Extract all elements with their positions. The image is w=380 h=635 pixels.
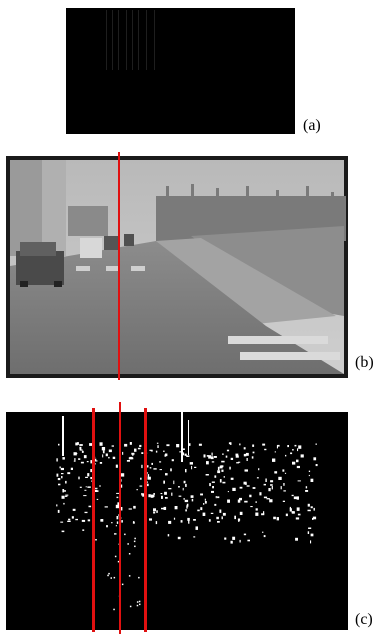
panel-a-graphic [66, 8, 295, 134]
car-left [16, 242, 64, 287]
panel-a-label: (a) [303, 117, 321, 134]
edge-map-graphic [6, 412, 348, 630]
crosswalk-stripe [228, 336, 328, 344]
grass-embankment [191, 226, 344, 316]
panel-a-image [66, 8, 295, 134]
panel-b-label: (b) [355, 354, 374, 371]
panel-c-image [6, 412, 348, 630]
panel-c-label: (c) [355, 611, 373, 628]
sidewalk [156, 238, 336, 324]
car-center [80, 238, 102, 258]
panel-b-image [6, 156, 348, 378]
marker-line-c-left [92, 408, 95, 632]
road-scene-graphic [6, 156, 348, 378]
marker-line-b [118, 152, 120, 380]
marker-line-c-center [119, 402, 121, 634]
marker-line-c-right [144, 408, 147, 632]
crosswalk-stripe [240, 352, 340, 360]
